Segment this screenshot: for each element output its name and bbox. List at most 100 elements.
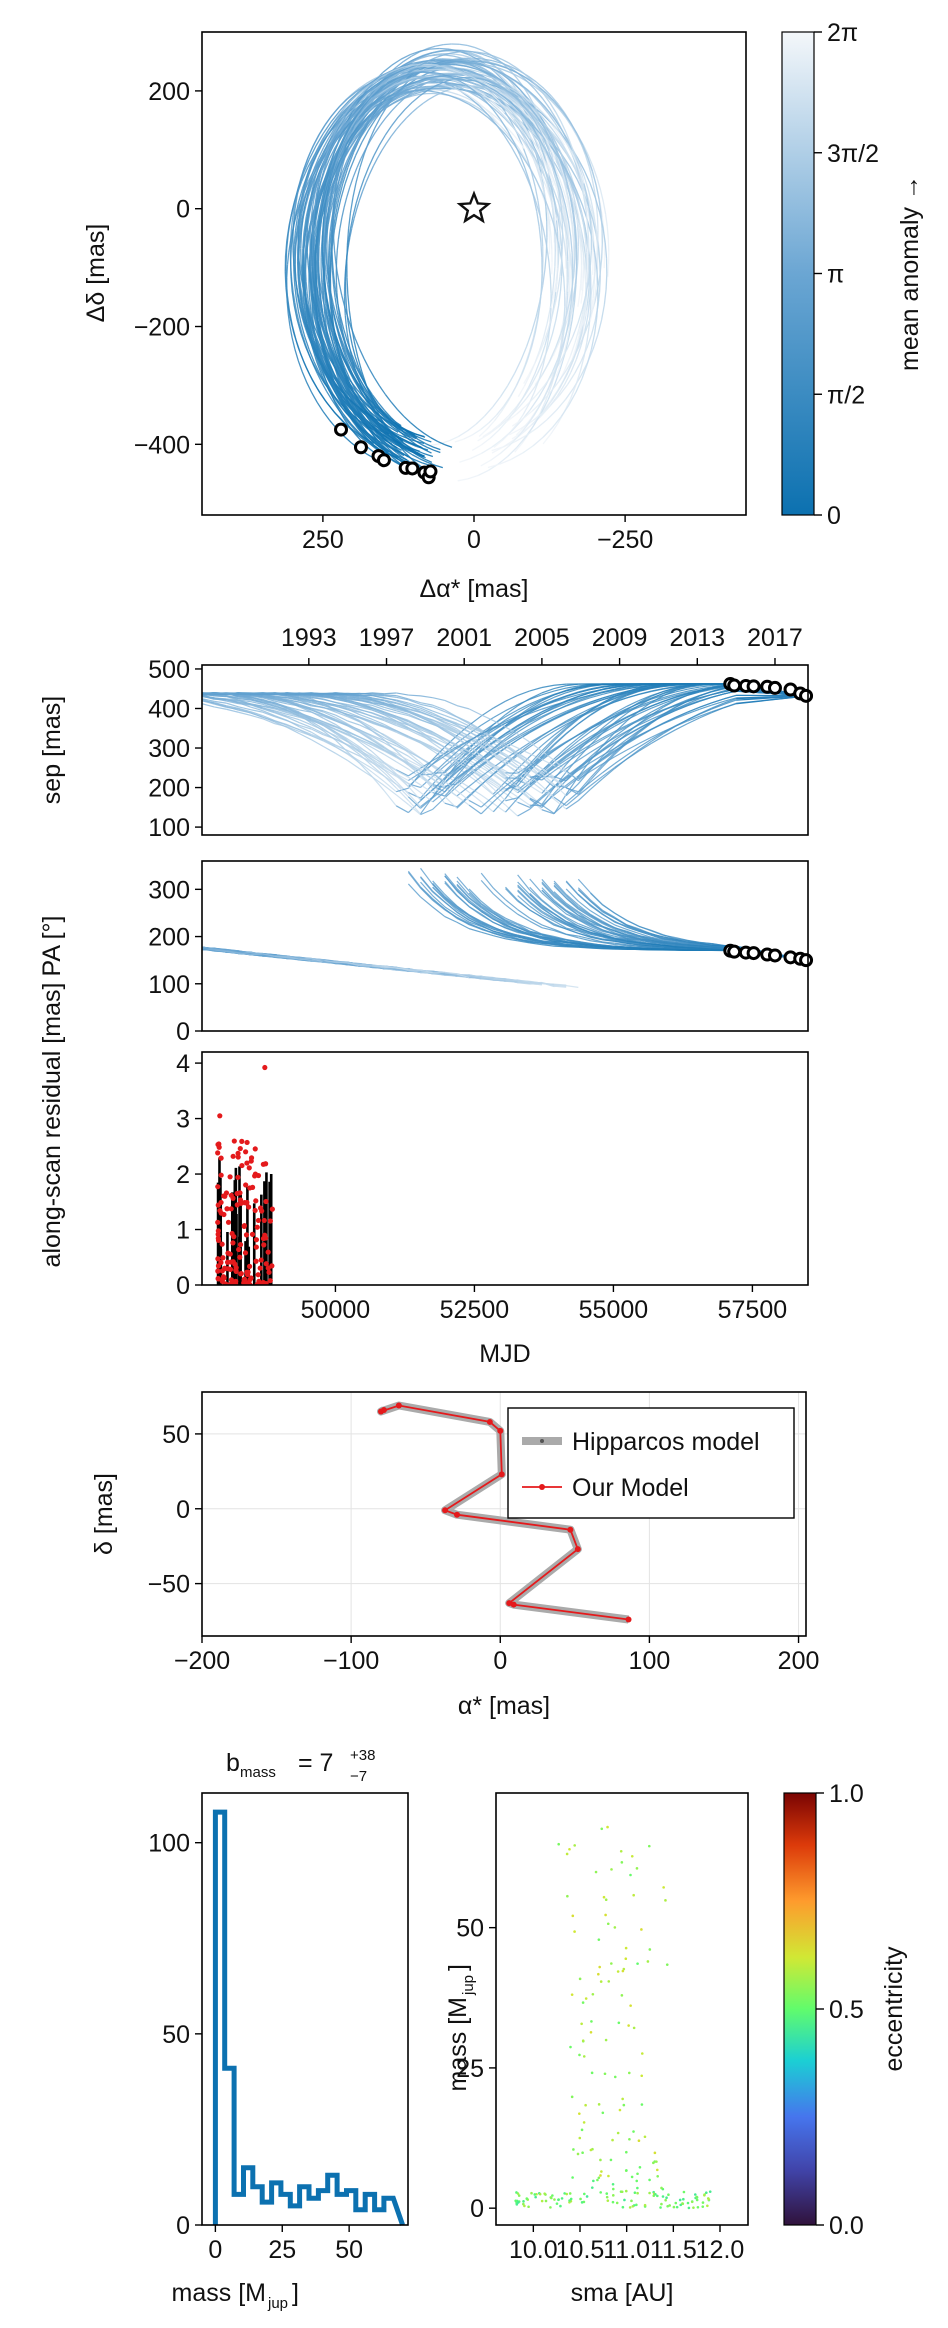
orbit-arc-segment [345, 255, 348, 269]
orbit-arc-segment [335, 122, 341, 131]
orbit-arc-segment [324, 336, 330, 348]
orbit-arc-segment [335, 282, 338, 293]
orbit-arc-segment [299, 297, 303, 310]
orbit-arc-segment [519, 89, 530, 101]
orbit-arc-segment [580, 173, 585, 184]
orbit-arc-segment [322, 220, 325, 236]
orbit-arc-segment [573, 257, 576, 273]
orbit-arc-segment [573, 225, 576, 242]
orbit-arc-segment [395, 85, 406, 93]
orbit-arc-segment [496, 405, 505, 416]
orbit-arc-segment [312, 307, 316, 323]
orbit-arc-segment [499, 119, 508, 131]
orbit-arc-segment [336, 365, 341, 375]
orbit-arc-segment [330, 335, 335, 346]
orbit-arc-segment [313, 203, 316, 215]
orbit-arc-segment [315, 215, 320, 228]
orbit-arc-segment [481, 437, 491, 446]
orbit-arc-segment [385, 91, 396, 100]
orbit-arc-segment [586, 326, 590, 343]
orbit-arc-segment [305, 224, 309, 236]
orbit-arc-segment [296, 226, 299, 237]
orbit-y-tick-label: −400 [134, 431, 190, 459]
orbit-arc-segment [329, 303, 333, 317]
orbit-arc-segment [523, 105, 531, 115]
orbit-arc-segment [556, 348, 561, 363]
orbit-arc-segment [512, 101, 521, 109]
orbit-arc-segment [508, 405, 518, 416]
orbit-arc-segment [421, 68, 430, 71]
orbit-arc-segment [330, 110, 341, 123]
orbit-arc-segment [355, 367, 362, 378]
orbit-arc-segment [384, 125, 393, 136]
orbit-arc-segment [349, 351, 354, 361]
orbit-arc-segment [364, 109, 370, 116]
orbit-arc-segment [588, 205, 592, 221]
orbit-arc-segment [334, 198, 339, 212]
orbit-arc-segment [383, 428, 394, 438]
orbit-arc-segment [327, 352, 336, 367]
orbit-arc-segment [314, 193, 318, 205]
orbit-arc-segment [435, 54, 444, 59]
orbit-arc-segment [311, 379, 320, 393]
orbit-arc-segment [496, 108, 505, 117]
orbit-arc-segment [389, 90, 396, 95]
orbit-arc-segment [524, 109, 531, 116]
orbit-arc-segment [318, 310, 323, 322]
orbit-arc-segment [453, 55, 462, 59]
orbit-arc-segment [473, 60, 486, 63]
orbit-arc-segment [559, 335, 564, 349]
orbit-arc-segment [340, 394, 350, 406]
orbit-arc-segment [286, 295, 291, 311]
orbit-arc-segment [475, 87, 484, 93]
orbit-arc-segment [314, 316, 319, 330]
orbit-arc-segment [571, 252, 574, 269]
orbit-arc-segment [297, 296, 301, 307]
orbit-arc-segment [349, 415, 359, 428]
orbit-arc-segment [323, 191, 329, 207]
orbit-arc-segment [321, 130, 329, 141]
orbit-arc-segment [561, 197, 566, 210]
orbit-arc-segment [558, 178, 564, 189]
orbit-arc-segment [509, 384, 518, 397]
orbit-arc-segment [379, 385, 386, 395]
orbit-arc-segment [349, 332, 353, 346]
orbit-arc-segment [316, 372, 323, 383]
orbit-arc-segment [469, 53, 479, 58]
orbit-arc-segment [494, 71, 505, 82]
orbit-arc-segment [424, 73, 434, 77]
orbit-arc-segment [343, 133, 349, 142]
mean-anomaly-tick-label: 0 [827, 502, 841, 530]
orbit-arc-segment [333, 119, 342, 130]
orbit-arc-segment [584, 238, 588, 253]
star-icon [456, 190, 492, 224]
orbit-arc-segment [301, 193, 305, 204]
orbit-arc-segment [481, 446, 493, 454]
orbit-arc-segment [458, 72, 467, 75]
orbit-arc-segment [395, 74, 406, 80]
orbit-arc-segment [500, 98, 508, 106]
orbit-arc-segment [530, 79, 538, 88]
orbit-arc-segment [287, 217, 292, 234]
orbit-arc-segment [592, 284, 595, 299]
orbit-arc-segment [542, 188, 547, 199]
orbit-arc-segment [488, 414, 498, 424]
orbit-arc-segment [569, 121, 578, 134]
orbit-arc-segment [498, 82, 507, 87]
orbit-arc-segment [349, 197, 354, 214]
orbit-arc-segment [435, 75, 447, 78]
orbit-arc-segment [359, 178, 365, 191]
orbit-arc-segment [570, 298, 573, 313]
orbit-arc-segment [371, 428, 379, 436]
orbit-arc-segment [419, 48, 430, 52]
orbit-arc-segment [308, 297, 312, 311]
orbit-arc-segment [355, 376, 363, 387]
orbit-arc-segment [351, 394, 359, 404]
orbit-arc-segment [340, 173, 345, 186]
orbit-arc-segment [525, 395, 537, 407]
orbit-arc-segment [382, 73, 395, 81]
orbit-arc-segment [569, 385, 577, 400]
orbit-arc-segment [315, 133, 324, 147]
orbit-arc-segment [368, 95, 377, 102]
orbit-arc-segment [590, 320, 596, 335]
